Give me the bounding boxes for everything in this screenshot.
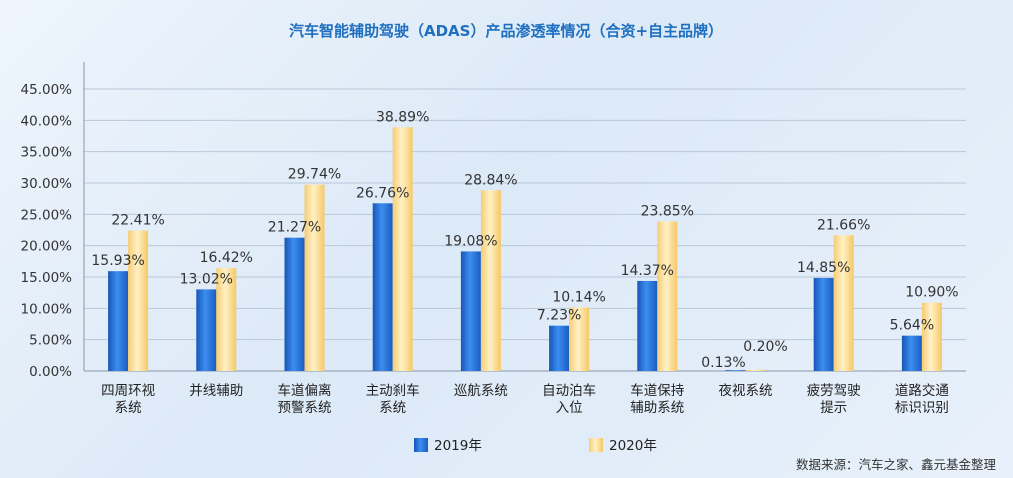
x-category-label: 并线辅助: [189, 383, 243, 399]
x-category-label: 巡航系统: [454, 383, 508, 399]
y-tick-label: 0.00%: [29, 364, 72, 380]
y-tick-label: 5.00%: [29, 333, 72, 349]
x-category-label: 车道保持: [630, 382, 684, 399]
data-label-2020: 29.74%: [288, 167, 341, 183]
chart-title: 汽车智能辅助驾驶（ADAS）产品渗透率情况（合资+自主品牌）: [289, 22, 723, 40]
data-label-2020: 16.42%: [200, 250, 253, 266]
bar-2019: [549, 325, 570, 371]
bar-2019: [372, 203, 393, 371]
bar-2020: [480, 190, 501, 371]
y-tick-label: 40.00%: [21, 113, 73, 129]
x-category-label: 预警系统: [278, 400, 332, 416]
y-tick-label: 45.00%: [21, 82, 73, 98]
legend: 2019年 2020年: [414, 438, 657, 454]
data-label-2020: 28.84%: [464, 172, 517, 188]
data-label-2020: 21.66%: [817, 217, 870, 233]
bar-2020: [304, 184, 325, 371]
x-category-label: 系统: [115, 400, 142, 416]
bar-2019: [108, 271, 129, 371]
data-label-2019: 13.02%: [180, 271, 233, 287]
bar-2020: [216, 268, 237, 371]
data-label-2020: 10.14%: [552, 289, 605, 305]
legend-label-2020: 2020年: [609, 438, 657, 454]
legend-swatch-2019: [414, 438, 428, 452]
source-note: 数据来源：汽车之家、鑫元基金整理: [796, 457, 997, 472]
y-tick-label: 35.00%: [21, 145, 73, 161]
data-label-2020: 22.41%: [111, 213, 164, 229]
y-tick-label: 15.00%: [21, 270, 73, 286]
bar-2020: [128, 230, 149, 371]
bar-2020: [745, 369, 766, 371]
y-tick-label: 30.00%: [21, 176, 73, 192]
data-label-2020: 0.20%: [743, 339, 787, 355]
data-label-2019: 14.85%: [797, 260, 850, 276]
x-category-label: 道路交通: [895, 382, 949, 399]
y-tick-label: 20.00%: [21, 239, 73, 255]
x-category-label: 系统: [379, 400, 406, 416]
x-category-label: 辅助系统: [630, 400, 684, 416]
bar-2020: [392, 127, 413, 371]
bar-2020: [657, 221, 678, 371]
x-category-label: 疲劳驾驶: [807, 382, 861, 399]
legend-label-2019: 2019年: [434, 438, 482, 454]
data-label-2020: 10.90%: [905, 285, 958, 301]
bar-2020: [833, 235, 854, 371]
bar-2020: [921, 302, 942, 371]
bar-2019: [460, 251, 481, 371]
x-category-label: 夜视系统: [719, 383, 773, 399]
bar-2019: [196, 289, 217, 371]
data-label-2019: 0.13%: [701, 355, 745, 371]
data-labels: 15.93% 22.41% 13.02% 16.42% 21.27% 29.74% 26.7…: [91, 109, 958, 371]
bar-2019: [813, 277, 834, 371]
bar-2019: [725, 370, 746, 371]
bar-2020: [569, 307, 590, 371]
data-label-2019: 15.93%: [91, 253, 144, 269]
x-category-label: 主动刹车: [366, 382, 420, 399]
bar-2019: [637, 280, 658, 371]
y-tick-label: 10.00%: [21, 301, 73, 317]
data-label-2019: 14.37%: [621, 263, 674, 279]
bars-layer: [108, 127, 942, 371]
bar-2019: [901, 335, 922, 371]
y-tick-label: 25.00%: [21, 207, 73, 223]
data-label-2019: 19.08%: [444, 233, 497, 249]
data-label-2019: 26.76%: [356, 185, 409, 201]
data-label-2019: 7.23%: [537, 308, 581, 324]
data-label-2020: 38.89%: [376, 109, 429, 125]
data-label-2019: 5.64%: [890, 318, 934, 334]
bar-2019: [284, 237, 305, 371]
y-axis-ticks: 0.00% 5.00% 10.00% 15.00% 20.00% 25.00% 30.00%…: [21, 82, 73, 380]
x-category-label: 四周环视: [101, 383, 155, 399]
data-label-2020: 23.85%: [641, 204, 694, 220]
x-category-label: 入位: [556, 400, 583, 416]
x-category-label: 车道偏离: [278, 382, 332, 399]
data-label-2019: 21.27%: [268, 220, 321, 236]
legend-swatch-2020: [589, 438, 603, 452]
x-category-label: 自动泊车: [542, 382, 596, 399]
x-category-label: 提示: [820, 400, 847, 416]
x-category-label: 标识识别: [895, 400, 949, 416]
